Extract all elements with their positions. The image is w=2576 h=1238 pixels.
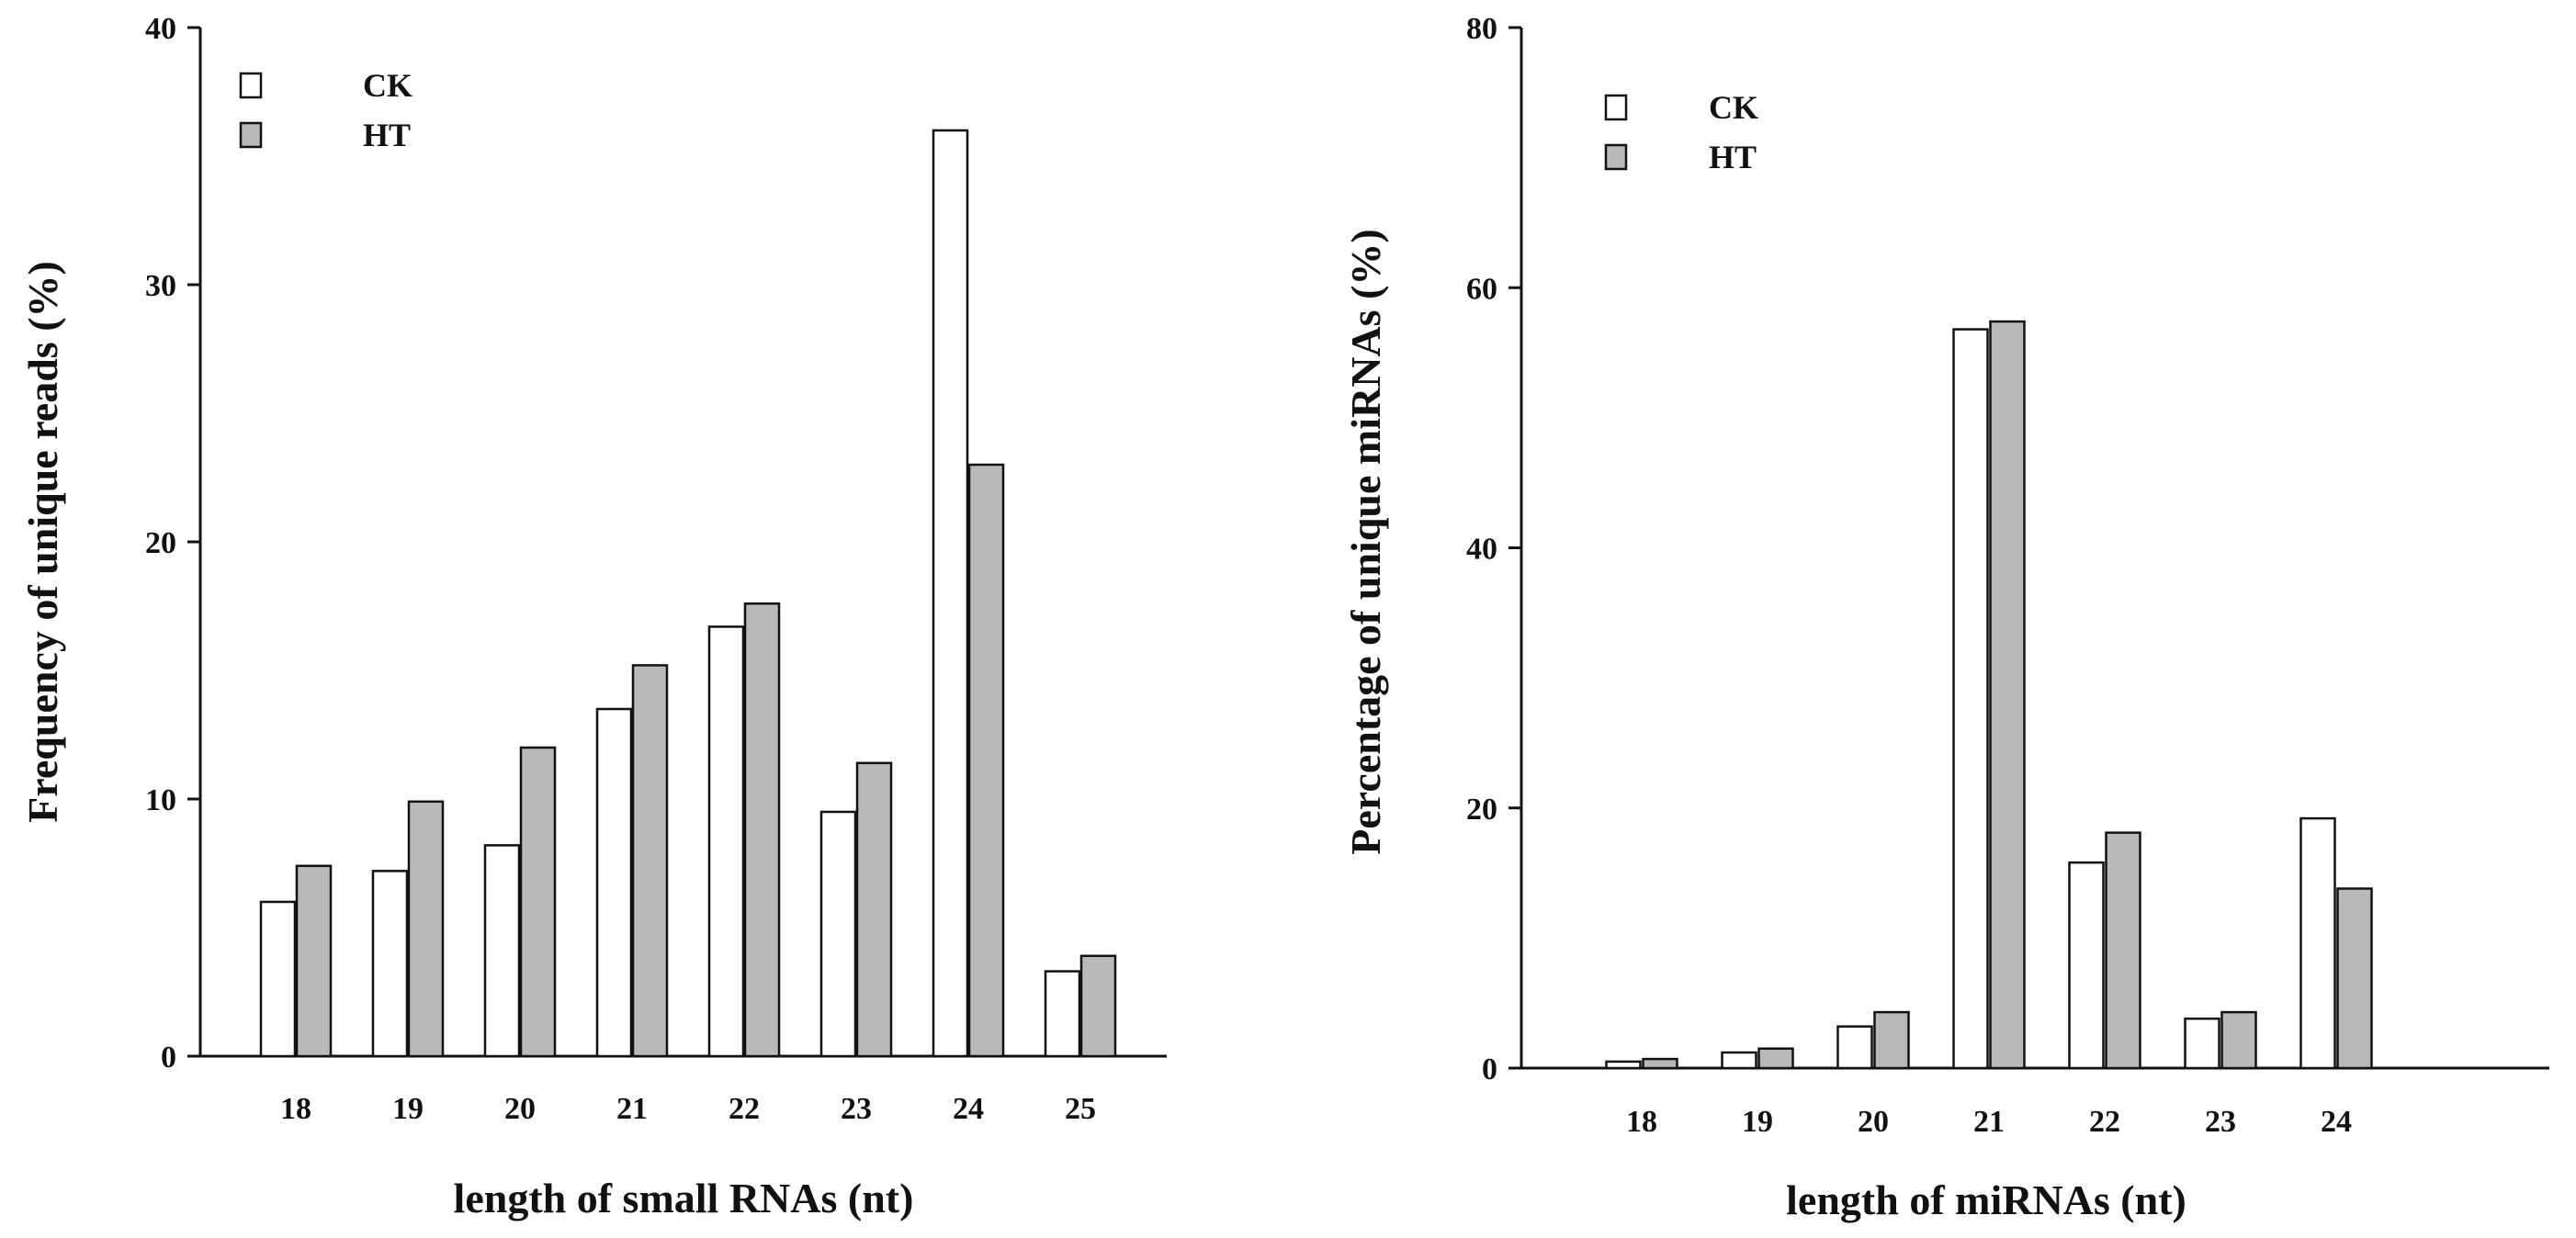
x-tick-label: 19: [1742, 1105, 1773, 1139]
x-tick-label: 22: [2089, 1105, 2120, 1139]
x-ticks-left: 18 19 20 21 22 23 24 25: [280, 1092, 1096, 1126]
bar-ht-19: [1757, 1047, 1794, 1070]
bars-right: [1605, 320, 2373, 1070]
x-tick-label: 25: [1065, 1092, 1096, 1126]
bar-ck-19: [371, 870, 409, 1058]
bar-ck-20: [483, 844, 521, 1058]
x-tick-label: 22: [729, 1092, 760, 1126]
bar-ck-19: [1721, 1051, 1757, 1070]
y-ticks-left: 0 10 20 30 40: [145, 12, 200, 1075]
x-tick-label: 24: [953, 1092, 984, 1126]
x-ticks-right: 18 19 20 21 22 23 24: [1626, 1105, 2352, 1139]
bar-ht-22: [2105, 831, 2141, 1070]
legend-label-ht-left: HT: [363, 117, 411, 153]
bar-ht-23: [2220, 1010, 2257, 1070]
bar-ht-21: [1989, 320, 2026, 1070]
y-tick-label: 10: [145, 783, 176, 817]
y-ticks-right: 0 20 40 60 80: [1466, 12, 1521, 1086]
bar-ck-22: [2068, 861, 2105, 1070]
bar-ck-23: [819, 810, 857, 1058]
bar-ht-18: [1642, 1057, 1678, 1070]
legend-label-ck-left: CK: [363, 67, 412, 104]
x-tick-label: 18: [1626, 1105, 1657, 1139]
legend-right: CK HT: [1604, 89, 1758, 175]
bar-ck-21: [595, 707, 633, 1058]
legend-swatch-ht-right: [1604, 143, 1628, 171]
bar-ht-25: [1079, 954, 1117, 1058]
x-tick-label: 21: [1973, 1105, 2005, 1139]
legend-label-ck-right: CK: [1709, 89, 1758, 126]
chart-right: 0 20 40 60 80 18 19 20 21 22 23 24 length of miRNA…: [1342, 12, 2549, 1223]
bar-ck-24: [932, 129, 969, 1058]
legend-swatch-ck-right: [1604, 94, 1628, 121]
bar-ck-23: [2184, 1017, 2220, 1070]
legend-left: CK HT: [239, 67, 412, 153]
bar-ht-18: [295, 864, 333, 1058]
x-tick-label: 20: [504, 1092, 536, 1126]
bar-ck-22: [707, 625, 745, 1058]
x-tick-label: 23: [841, 1092, 872, 1126]
y-tick-label: 0: [1482, 1052, 1497, 1086]
bar-ck-25: [1044, 970, 1081, 1058]
y-tick-label: 30: [145, 269, 176, 303]
y-tick-label: 60: [1466, 272, 1497, 306]
bar-ck-18: [259, 900, 297, 1058]
chart-left: 0 10 20 30 40 18 19 20 21 22 23 24 25 length of sma…: [19, 12, 1167, 1221]
legend-swatch-ck-left: [239, 72, 263, 99]
y-tick-label: 20: [145, 526, 176, 560]
bar-ck-20: [1836, 1025, 1873, 1070]
bar-ht-22: [743, 602, 781, 1058]
bar-ht-20: [519, 746, 557, 1058]
bar-ck-18: [1605, 1060, 1642, 1070]
y-tick-label: 40: [1466, 533, 1497, 567]
bar-ht-20: [1873, 1010, 1910, 1070]
x-tick-label: 23: [2205, 1105, 2236, 1139]
x-axis-title-left: length of small RNAs (nt): [454, 1175, 914, 1221]
x-tick-label: 21: [616, 1092, 648, 1126]
bar-ht-21: [631, 664, 669, 1058]
y-axis-title-right: Percentage of unique miRNAs (%): [1342, 229, 1389, 854]
x-axis-title-right: length of miRNAs (nt): [1786, 1176, 2186, 1223]
y-tick-label: 80: [1466, 12, 1497, 46]
y-tick-label: 0: [161, 1041, 176, 1075]
bar-ht-24: [2336, 887, 2373, 1070]
x-tick-label: 20: [1858, 1105, 1889, 1139]
x-tick-label: 24: [2321, 1105, 2352, 1139]
legend-swatch-ht-left: [239, 121, 263, 149]
bars-left: [259, 129, 1117, 1058]
x-tick-label: 19: [392, 1092, 424, 1126]
bar-ht-23: [855, 761, 893, 1058]
bar-ht-24: [967, 463, 1005, 1058]
y-axis-title-left: Frequency of unique reads (%): [19, 261, 66, 823]
x-tick-label: 18: [280, 1092, 311, 1126]
bar-ck-24: [2299, 816, 2336, 1070]
y-tick-label: 20: [1466, 793, 1497, 827]
bar-ck-21: [1952, 328, 1989, 1070]
legend-label-ht-right: HT: [1709, 139, 1757, 175]
y-tick-label: 40: [145, 12, 176, 46]
bar-ht-19: [407, 800, 445, 1058]
